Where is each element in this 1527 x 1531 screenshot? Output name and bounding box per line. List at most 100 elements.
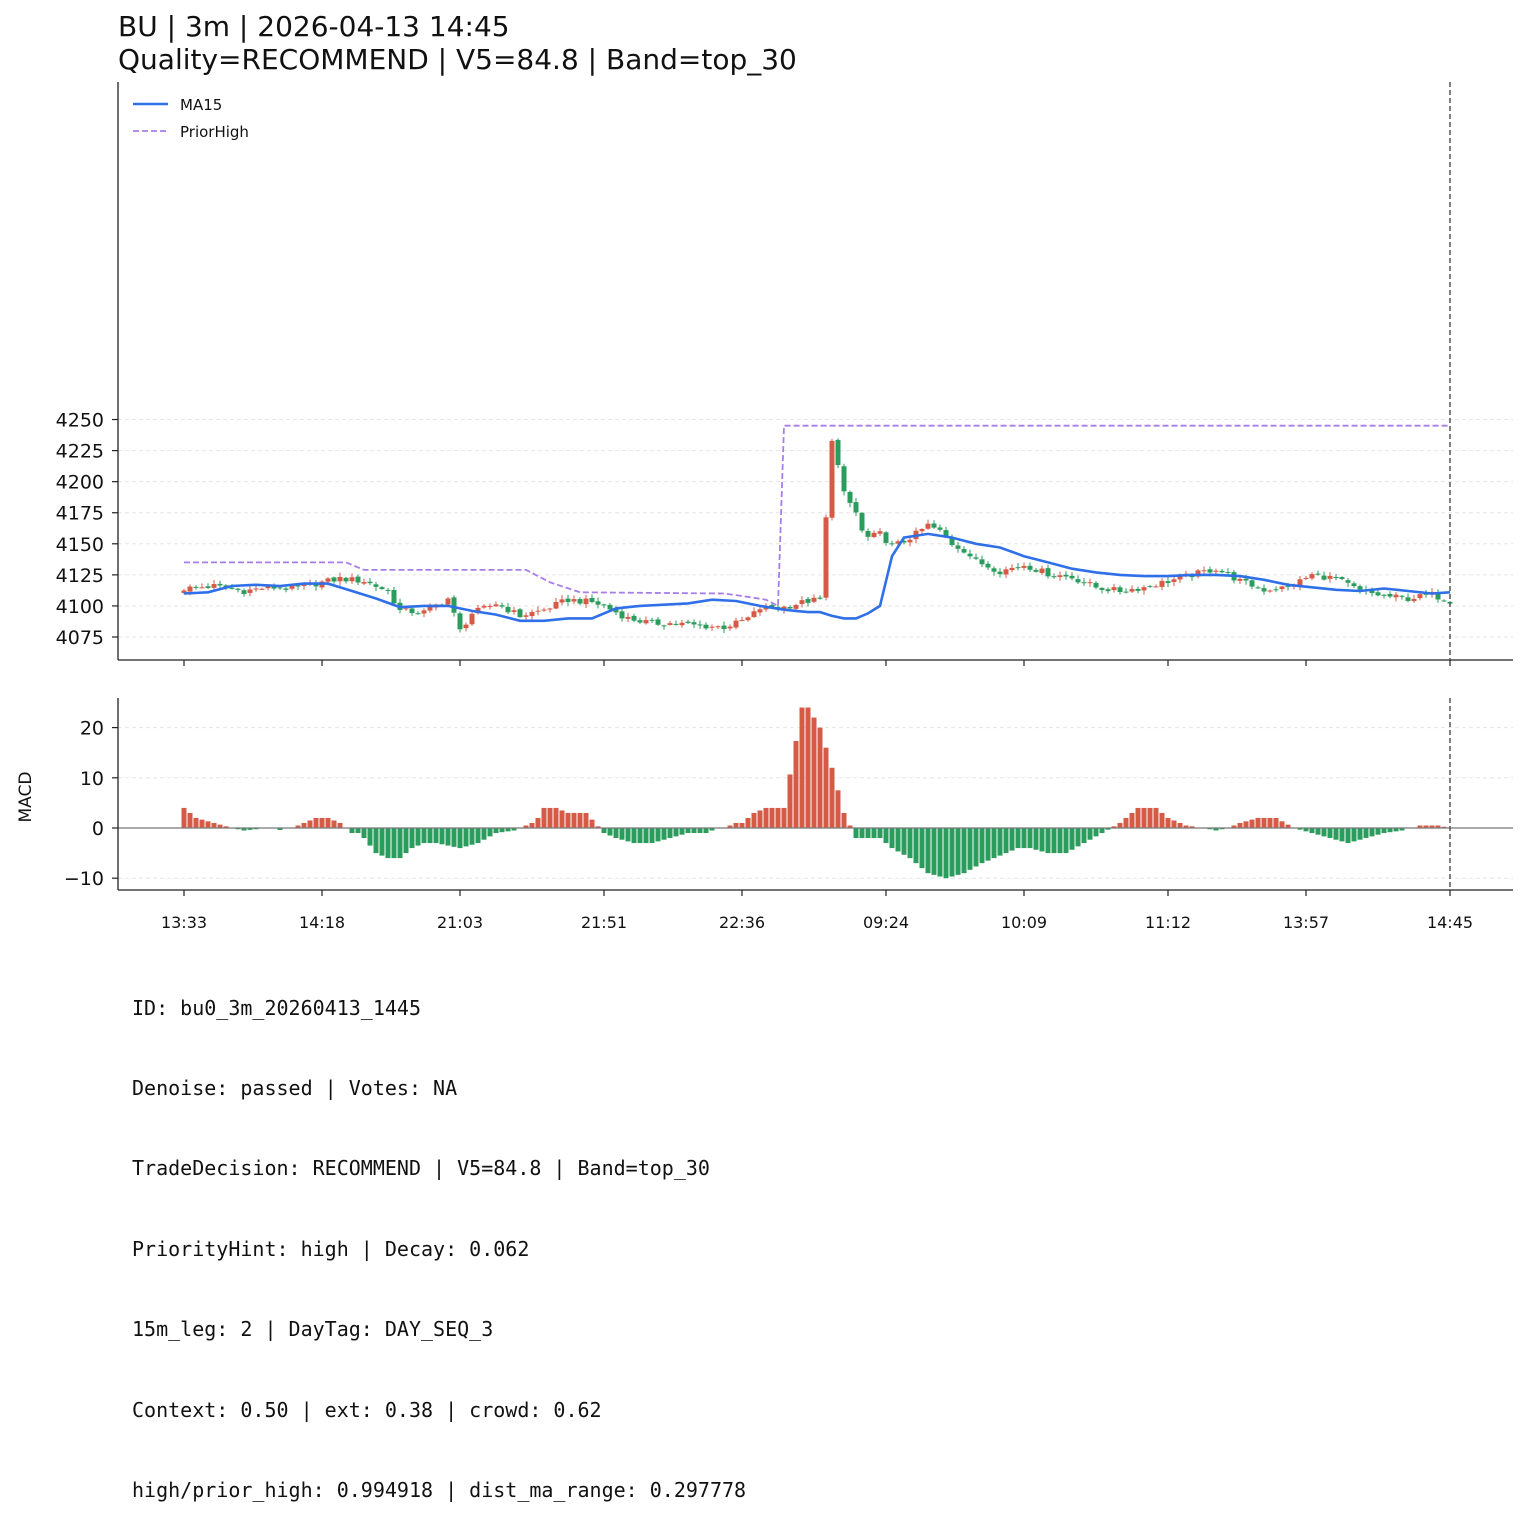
candle-body [1177,575,1183,580]
macd-bar [583,812,589,828]
macd-bar [397,828,403,859]
macd-y-tick-label: 0 [92,818,104,840]
macd-bar [319,817,325,828]
macd-bar [1027,828,1033,849]
candle-body [991,568,997,572]
candle-body [313,583,319,587]
candle-body [1399,595,1405,597]
candle-body [1279,586,1285,590]
candle-body [1027,565,1033,570]
macd-bar [631,828,637,844]
macd-bar [613,828,619,839]
macd-bar [499,828,505,833]
candle-body [613,608,619,613]
macd-bar [571,812,577,828]
candle-body [889,543,895,545]
x-tick-label: 14:45 [1427,913,1473,932]
macd-bar [337,822,343,828]
candle-body [799,600,805,605]
macd-bar [1189,826,1195,828]
candle-body [1123,591,1129,593]
candle-body [751,611,757,618]
candle-body [739,620,745,622]
candle-body [937,527,943,530]
macd-bar [661,828,667,840]
info-line-denoise: Denoise: passed | Votes: NA [132,1075,458,1100]
candle-body [367,581,373,584]
macd-bar [1387,828,1393,833]
candle-body [1105,589,1111,592]
macd-bar [1243,821,1249,828]
macd-bar [1177,822,1183,828]
candle-body [835,439,841,466]
candle-body [487,606,493,608]
x-tick-label: 21:03 [437,913,483,932]
macd-bar [1153,807,1159,828]
macd-bar [793,740,799,828]
macd-bar [1063,828,1069,854]
macd-bar [1417,825,1423,828]
macd-bar [1321,828,1327,837]
candle-body [1381,594,1387,596]
macd-bar [445,828,451,846]
macd-bar [1117,822,1123,828]
candle-body [1393,594,1399,598]
candle-body [985,563,991,568]
macd-bar [931,828,937,875]
candle-body [1117,587,1123,593]
macd-bar [1285,824,1291,828]
candle-body [691,622,697,625]
candle-body [853,502,859,513]
candle-body [499,605,505,607]
candle-body [805,598,811,603]
candle-body [247,589,253,593]
macd-bar [667,828,673,839]
candle-body [205,586,211,588]
macd-bar [313,817,319,828]
candle-body [517,609,523,618]
candle-body [1087,582,1093,584]
candle-body [583,598,589,605]
x-tick-label: 13:57 [1283,913,1329,932]
macd-bar [409,828,415,849]
macd-bar [739,822,745,828]
price-macd-chart: 4075 4100 4125 4150 4175 4200 4225 4250 MA15 Prio… [16,82,1513,932]
macd-bar [1381,828,1387,834]
macd-bar [553,807,559,828]
macd-bar [1393,828,1399,832]
macd-y-tick-label: −10 [64,868,104,890]
price-y-tick-label: 4150 [56,534,104,556]
macd-bar [1423,825,1429,828]
macd-bar [361,828,367,839]
candle-body [217,583,223,586]
legend-ma15-label: MA15 [180,96,222,114]
macd-bar [673,828,679,837]
candle-body [1069,575,1075,579]
macd-bar [1021,828,1027,849]
candle-body [1303,577,1309,579]
macd-bar [991,828,997,859]
candle-body [451,597,457,613]
candle-body [1255,587,1261,589]
candle-body [1237,578,1243,581]
macd-bar [199,819,205,828]
candle-body [559,599,565,603]
macd-bars [181,707,1447,879]
macd-bar [1087,828,1093,840]
candle-body [673,623,679,625]
macd-bar [601,828,607,834]
macd-bar [217,824,223,828]
macd-bar [649,828,655,844]
macd-bar [1279,821,1285,828]
candle-body [529,612,535,617]
macd-bar [469,828,475,845]
candle-body [409,608,415,614]
macd-bar [1009,828,1015,851]
macd-bar [1165,817,1171,828]
candle-body [289,585,295,589]
macd-bar [1333,828,1339,840]
candle-body [967,553,973,557]
candle-body [571,599,577,602]
macd-bar [1297,828,1303,830]
candle-body [505,606,511,613]
